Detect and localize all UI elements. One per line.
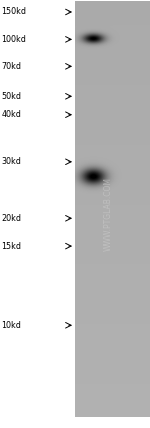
Text: 150kd: 150kd (2, 7, 27, 17)
Text: 40kd: 40kd (2, 110, 21, 119)
Text: 10kd: 10kd (2, 321, 21, 330)
Text: 50kd: 50kd (2, 92, 21, 101)
Text: 30kd: 30kd (2, 157, 21, 166)
Text: 100kd: 100kd (2, 35, 26, 44)
Text: WWW.PTGLAB.COM: WWW.PTGLAB.COM (103, 177, 112, 251)
Text: 15kd: 15kd (2, 241, 21, 251)
Text: 20kd: 20kd (2, 214, 21, 223)
Text: 70kd: 70kd (2, 62, 21, 71)
